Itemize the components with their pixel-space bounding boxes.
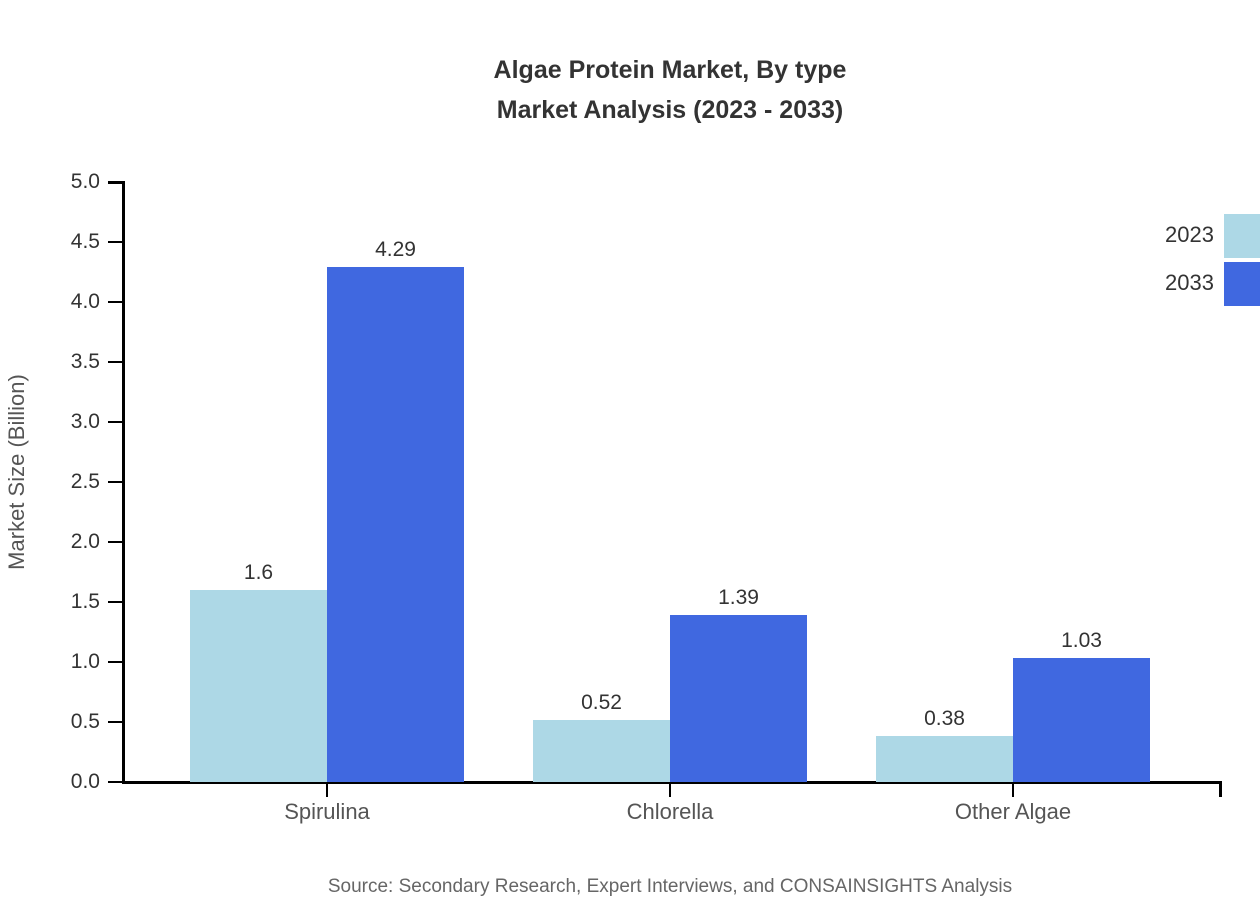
bar-value-label: 0.38 (924, 707, 965, 731)
y-tick-mark (108, 361, 122, 363)
bar-value-label: 1.6 (243, 561, 274, 584)
y-tick-label: 2.5 (70, 470, 100, 493)
y-axis-label: Market Size (Billion) (4, 374, 29, 570)
bar[interactable] (327, 267, 464, 782)
y-tick-label: 0.0 (70, 770, 100, 793)
legend-label: 2033 (1165, 270, 1214, 295)
y-tick-mark (108, 241, 122, 243)
y-tick-label: 4.5 (70, 230, 100, 253)
bar[interactable] (190, 590, 327, 782)
y-tick-mark (108, 421, 122, 423)
legend-item[interactable]: 2033 (1100, 260, 1260, 308)
plot-area: 1.6 4.29 0.52 1.39 0.38 1.03 (122, 182, 1222, 782)
y-tick-mark (108, 661, 122, 663)
y-tick-label: 0.5 (70, 710, 100, 733)
y-tick-label: 4.0 (70, 290, 100, 313)
y-tick-mark (108, 721, 122, 723)
y-tick-label: 1.0 (70, 650, 100, 673)
y-axis-spine (122, 181, 125, 783)
chart-title-line-2: Market Analysis (2023 - 2033) (496, 96, 844, 124)
y-tick-label: 3.0 (70, 410, 100, 433)
y-tick-mark (108, 601, 122, 603)
x-tick-mark (326, 784, 328, 797)
x-axis-spine (122, 781, 1222, 784)
bar-value-label: 0.52 (581, 690, 622, 714)
y-tick-mark (108, 301, 122, 303)
bar-value-label: 1.03 (1061, 629, 1102, 653)
x-tick-label: Chlorella (626, 799, 714, 824)
bar-value-label: 1.39 (718, 586, 759, 610)
chart-legend: 2023 2033 (1100, 212, 1260, 308)
x-tick-mark (1012, 784, 1014, 797)
x-tick-label: Spirulina (284, 799, 370, 824)
x-tick-mark (669, 784, 671, 797)
y-tick-label: 2.0 (70, 530, 100, 553)
y-tick-mark (108, 541, 122, 543)
y-tick-mark (108, 181, 122, 183)
legend-swatch (1224, 214, 1260, 258)
x-axis-right-cap (1219, 781, 1222, 797)
x-tick-label: Other Algae (954, 799, 1072, 824)
y-tick-label: 1.5 (70, 590, 100, 613)
source-note: Source: Secondary Research, Expert Inter… (327, 876, 1013, 897)
chart-title-line-1: Algae Protein Market, By type (493, 56, 847, 84)
legend-item[interactable]: 2023 (1100, 212, 1260, 260)
bar[interactable] (1013, 658, 1150, 782)
bar[interactable] (670, 615, 807, 782)
y-tick-label: 5.0 (70, 170, 100, 193)
bar-value-label: 4.29 (375, 238, 416, 262)
y-tick-mark (108, 481, 122, 483)
legend-label: 2023 (1165, 222, 1214, 247)
y-tick-mark (108, 781, 122, 783)
y-tick-label: 3.5 (70, 350, 100, 373)
legend-swatch (1224, 262, 1260, 306)
bar[interactable] (533, 719, 670, 782)
chart-title: Algae Protein Market, By type Market Ana… (0, 50, 1260, 130)
bar[interactable] (876, 736, 1013, 782)
